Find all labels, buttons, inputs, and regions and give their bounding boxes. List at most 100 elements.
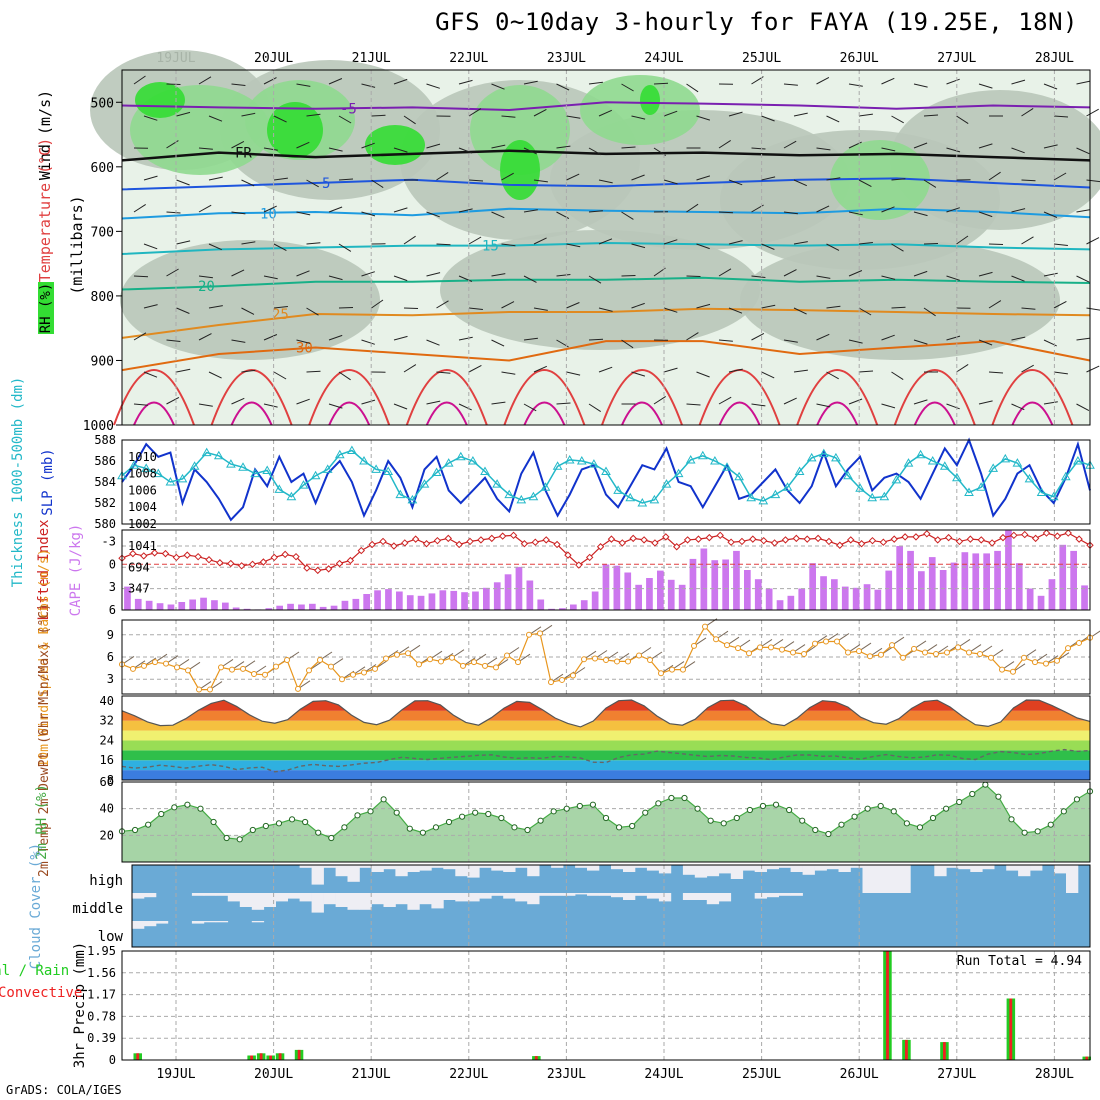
wind-barb <box>361 339 375 345</box>
thickness-marker <box>1012 458 1023 467</box>
wind-speed-marker <box>449 654 455 661</box>
wind-barb <box>913 142 928 149</box>
rh-marker <box>158 810 165 818</box>
slp-tick: 1010 <box>128 450 157 464</box>
wind-barb <box>923 243 939 245</box>
wind-barb <box>208 305 223 309</box>
cape-bar <box>1081 585 1088 610</box>
cloud-gap <box>239 893 253 907</box>
date-label: 24JUL <box>644 51 683 66</box>
wind-barb <box>176 179 190 186</box>
lifted-index-marker <box>966 535 975 543</box>
rh-marker <box>629 822 636 830</box>
cloud-gap <box>335 865 348 877</box>
wind-speed-marker <box>427 656 433 663</box>
rh-marker <box>759 802 767 810</box>
wind-barb <box>263 77 277 85</box>
wind-speed-marker <box>416 661 422 668</box>
rh-tick: 60 <box>100 775 114 789</box>
wind-speed-marker <box>977 651 983 658</box>
thickness-marker <box>661 479 672 488</box>
credit-label: GrADS: COLA/IGES <box>6 1083 122 1097</box>
rh-area <box>122 784 1090 862</box>
wind-barb <box>296 339 311 344</box>
rh-marker <box>929 814 937 822</box>
wind-barb <box>458 147 473 154</box>
lifted-index-marker <box>216 559 224 567</box>
wind-barb <box>816 403 831 408</box>
rh-marker <box>642 809 649 816</box>
wind-barb <box>533 179 548 183</box>
cloud-gap <box>431 893 444 909</box>
cape-bar <box>504 574 512 610</box>
thickness-marker <box>710 455 720 465</box>
cloud-gap <box>611 865 624 870</box>
wind-barb <box>631 302 645 309</box>
lifted-index-marker <box>890 535 898 543</box>
wind-barb <box>1053 115 1069 118</box>
thickness-marker <box>189 461 200 470</box>
wind-barb <box>621 211 634 220</box>
lifted-index-marker <box>509 531 518 540</box>
precip-convective-bar <box>250 1055 253 1060</box>
cross-section-panel: FR -5 5 10 15 20 25 30 500 600 700 800 900 1000 <box>83 50 1100 434</box>
wind-speed-marker <box>240 665 246 672</box>
wind-speed-marker <box>207 686 213 693</box>
rh-marker <box>537 817 544 824</box>
cape-bar <box>733 550 740 610</box>
cloud-gap <box>862 865 875 893</box>
thickness-marker <box>431 467 442 477</box>
wind-barb <box>761 176 776 181</box>
cape-bar <box>493 582 501 610</box>
rh-marker <box>184 801 191 808</box>
cape-bar <box>787 595 795 610</box>
cloud-gap <box>467 865 480 878</box>
wind-barb <box>208 371 222 379</box>
rh-marker <box>877 802 884 810</box>
wind-barb <box>491 273 506 277</box>
rh-marker <box>707 817 714 824</box>
precip-tick: 0.39 <box>87 1031 116 1045</box>
lifted-index-marker <box>596 543 605 551</box>
wind-barb <box>208 115 223 122</box>
cape-bar <box>145 600 153 610</box>
temperature-tick: 40 <box>100 694 114 708</box>
wind-barb <box>946 78 960 85</box>
lifted-index-marker <box>825 537 833 546</box>
rh-tick: 40 <box>100 802 114 816</box>
wind-barb <box>1076 275 1090 283</box>
lifted-index-marker <box>727 538 735 546</box>
thickness-marker <box>298 480 309 489</box>
thickness-marker <box>201 447 212 457</box>
cloud-gap <box>335 893 348 907</box>
isotherm-30 <box>121 340 1091 372</box>
isotherm-5 <box>121 177 1091 191</box>
rh-marker <box>511 824 518 831</box>
cloud-gap <box>1054 865 1067 874</box>
wind-barb <box>598 238 613 245</box>
wind-speed-marker <box>889 642 895 649</box>
wind-speed-marker <box>702 623 708 630</box>
thickness-marker <box>637 497 648 507</box>
rh-marker <box>812 826 819 834</box>
cloud-gap <box>898 865 911 893</box>
wind-speed-marker <box>471 659 477 666</box>
cape-tick: 694 <box>128 560 150 574</box>
cape-bar <box>537 599 545 610</box>
lifted-index-marker <box>205 556 213 564</box>
cloud-gap <box>144 921 157 927</box>
wind-barb <box>1043 144 1058 149</box>
cape-bar <box>363 594 370 610</box>
thickness-marker <box>855 483 865 492</box>
cape-frame <box>121 529 1091 611</box>
wind-barb <box>523 275 537 283</box>
cloud-gap <box>1018 865 1031 877</box>
wind-barb <box>728 307 743 314</box>
wind-barb <box>198 76 212 85</box>
cloud-gap <box>790 865 803 872</box>
wind-barb <box>848 398 863 405</box>
wind-barb <box>588 210 603 213</box>
wind-barb <box>533 108 547 117</box>
rh-marker <box>563 805 570 812</box>
wind-barb <box>143 304 158 309</box>
